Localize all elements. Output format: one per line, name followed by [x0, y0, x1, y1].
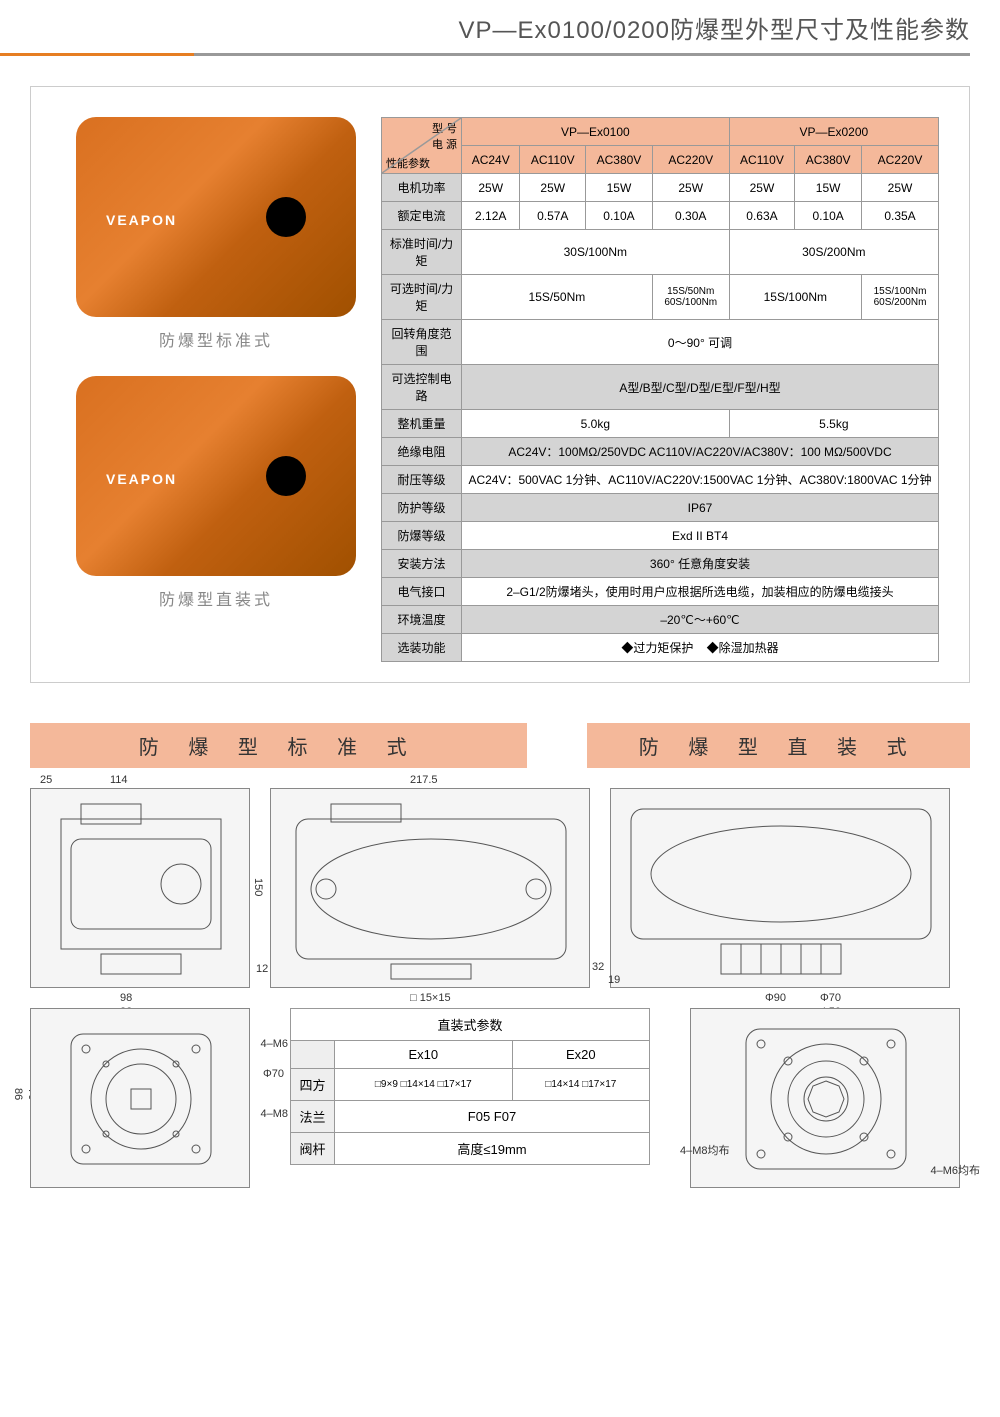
caption-standard: 防爆型标准式: [159, 327, 273, 351]
drawings-row: 25 114 217.5 96 150 12: [30, 788, 970, 988]
page-title: VP—Ex0100/0200防爆型外型尺寸及性能参数: [0, 10, 970, 53]
title-bar: VP—Ex0100/0200防爆型外型尺寸及性能参数: [0, 0, 1000, 56]
model-0100: VP—Ex0100: [462, 118, 730, 146]
flange-drawing-direct: [690, 1008, 960, 1188]
sec-hdr-standard: 防 爆 型 标 准 式: [30, 723, 527, 768]
drawing-front: [30, 788, 250, 988]
title-underline: [0, 53, 970, 56]
product-images-col: 防爆型标准式 防爆型直装式: [61, 117, 371, 662]
section-headers: 防 爆 型 标 准 式 防 爆 型 直 装 式: [30, 723, 970, 768]
sec-hdr-direct: 防 爆 型 直 装 式: [587, 723, 970, 768]
product-image-standard: [76, 117, 356, 317]
model-0200: VP—Ex0200: [729, 118, 938, 146]
product-image-direct: [76, 376, 356, 576]
drawing-side: [270, 788, 590, 988]
spec-table: 型 号 电 源 性能参数 VP—Ex0100 VP—Ex0200 AC24V A…: [381, 117, 939, 662]
caption-direct: 防爆型直装式: [159, 586, 273, 610]
drawing-svg: [611, 789, 951, 989]
drawing-direct: [610, 788, 950, 988]
bottom-row: 98 82 86 70 4–M6 Φ70 4–M8 直装式参数 Ex10Ex20…: [30, 1008, 970, 1188]
main-content: 防爆型标准式 防爆型直装式 型 号 电 源 性能参数 VP—Ex0100 VP—…: [30, 86, 970, 683]
diag-header: 型 号 电 源 性能参数: [382, 118, 462, 174]
direct-param-table: 直装式参数 Ex10Ex20 四方□9×9 □14×14 □17×17□14×1…: [290, 1008, 650, 1165]
drawing-svg: [271, 789, 591, 989]
flange-drawing-std: [30, 1008, 250, 1188]
drawing-svg: [31, 789, 251, 989]
